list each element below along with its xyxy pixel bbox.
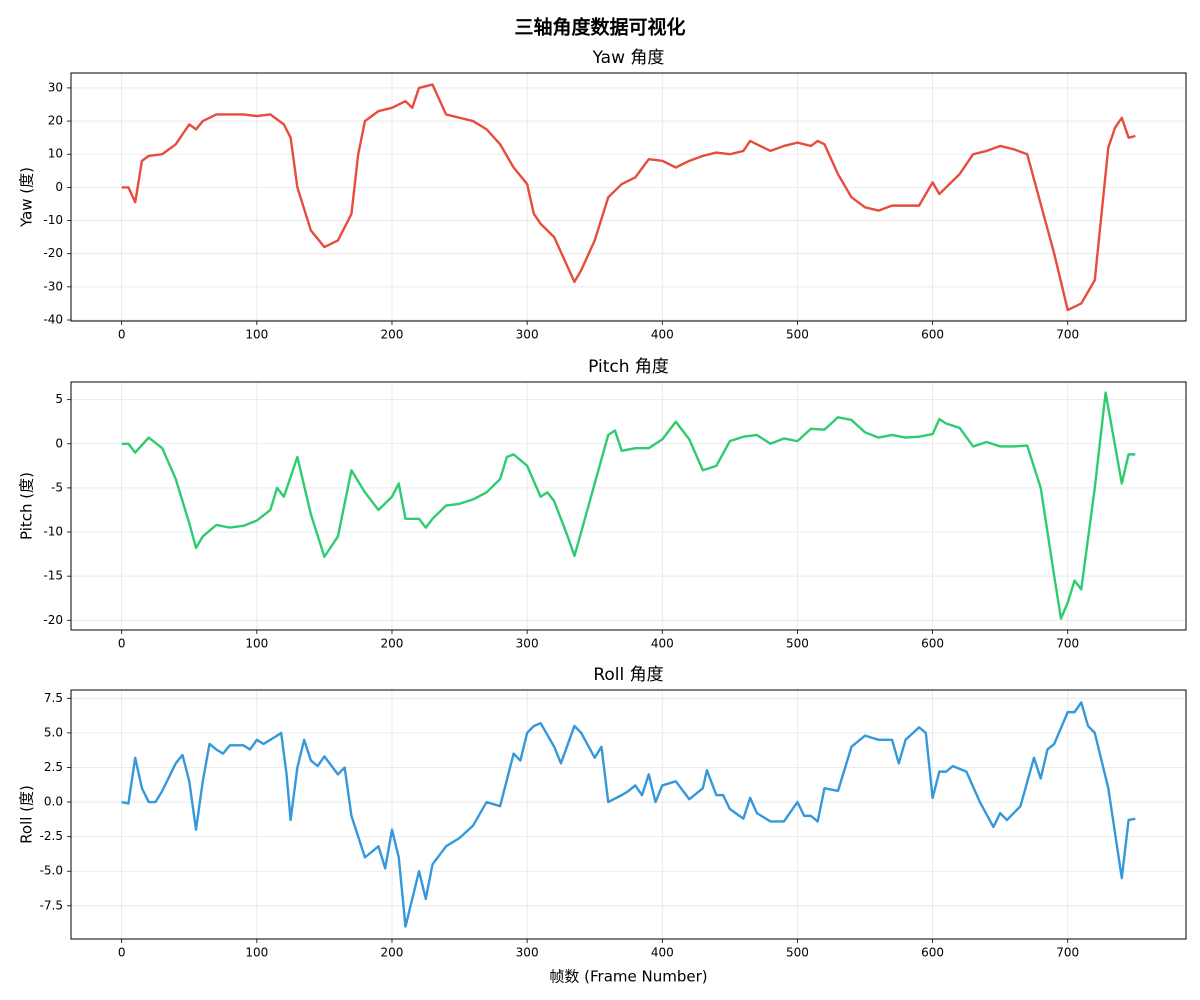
axes-frame bbox=[70, 381, 1187, 631]
subplot-title: Pitch 角度 bbox=[588, 357, 669, 377]
x-tick-label: 0 bbox=[118, 637, 126, 651]
subplot-title: Yaw 角度 bbox=[592, 48, 665, 68]
x-tick-label: 500 bbox=[786, 328, 809, 342]
y-tick-label: 30 bbox=[48, 80, 63, 94]
y-tick-label: -20 bbox=[43, 613, 63, 627]
data-line bbox=[121, 391, 1136, 620]
x-tick-label: 700 bbox=[1056, 328, 1079, 342]
y-tick-label: 0 bbox=[55, 436, 63, 450]
x-tick-label: 400 bbox=[651, 637, 674, 651]
y-tick-label: 10 bbox=[48, 147, 63, 161]
axes-frame bbox=[70, 72, 1187, 322]
x-tick-label: 300 bbox=[516, 328, 539, 342]
y-tick-label: 0.0 bbox=[44, 795, 63, 809]
y-tick-label: -15 bbox=[43, 569, 63, 583]
x-tick-label: 100 bbox=[245, 637, 268, 651]
y-axis-label: Pitch (度) bbox=[18, 472, 36, 540]
data-line bbox=[121, 83, 1136, 312]
subplot-title: Roll 角度 bbox=[593, 665, 663, 685]
x-tick-label: 400 bbox=[651, 946, 674, 960]
x-tick-label: 300 bbox=[516, 946, 539, 960]
y-tick-label: -5 bbox=[51, 480, 63, 494]
y-tick-label: -5.0 bbox=[40, 864, 63, 878]
x-tick-label: 0 bbox=[118, 946, 126, 960]
x-tick-label: 200 bbox=[381, 946, 404, 960]
x-tick-label: 600 bbox=[921, 637, 944, 651]
y-tick-label: -20 bbox=[43, 246, 63, 260]
y-tick-label: -2.5 bbox=[40, 829, 63, 843]
y-tick-label: 0 bbox=[55, 180, 63, 194]
y-tick-label: -30 bbox=[43, 279, 63, 293]
x-tick-label: 100 bbox=[245, 946, 268, 960]
y-tick-label: -7.5 bbox=[40, 898, 63, 912]
y-axis-label: Yaw (度) bbox=[18, 167, 36, 228]
figure-title: 三轴角度数据可视化 bbox=[514, 16, 685, 39]
x-tick-label: 600 bbox=[921, 328, 944, 342]
y-tick-label: 20 bbox=[48, 114, 63, 128]
x-tick-label: 200 bbox=[381, 328, 404, 342]
x-tick-label: 100 bbox=[245, 328, 268, 342]
y-tick-label: 2.5 bbox=[44, 760, 63, 774]
y-tick-label: -10 bbox=[43, 525, 63, 539]
y-tick-label: 7.5 bbox=[44, 691, 63, 705]
y-tick-label: 5 bbox=[55, 392, 63, 406]
x-tick-label: 200 bbox=[381, 637, 404, 651]
y-tick-label: 5.0 bbox=[44, 725, 63, 739]
x-tick-label: 500 bbox=[786, 946, 809, 960]
x-tick-label: 300 bbox=[516, 637, 539, 651]
x-tick-label: 700 bbox=[1056, 946, 1079, 960]
axes-frame bbox=[70, 689, 1187, 940]
x-tick-label: 0 bbox=[118, 328, 126, 342]
x-tick-label: 700 bbox=[1056, 637, 1079, 651]
x-tick-label: 600 bbox=[921, 946, 944, 960]
y-tick-label: -40 bbox=[43, 313, 63, 327]
y-axis-label: Roll (度) bbox=[18, 785, 36, 844]
x-tick-label: 400 bbox=[651, 328, 674, 342]
x-axis-label: 帧数 (Frame Number) bbox=[549, 968, 707, 986]
data-line bbox=[121, 701, 1136, 928]
y-tick-label: -10 bbox=[43, 213, 63, 227]
x-tick-label: 500 bbox=[786, 637, 809, 651]
